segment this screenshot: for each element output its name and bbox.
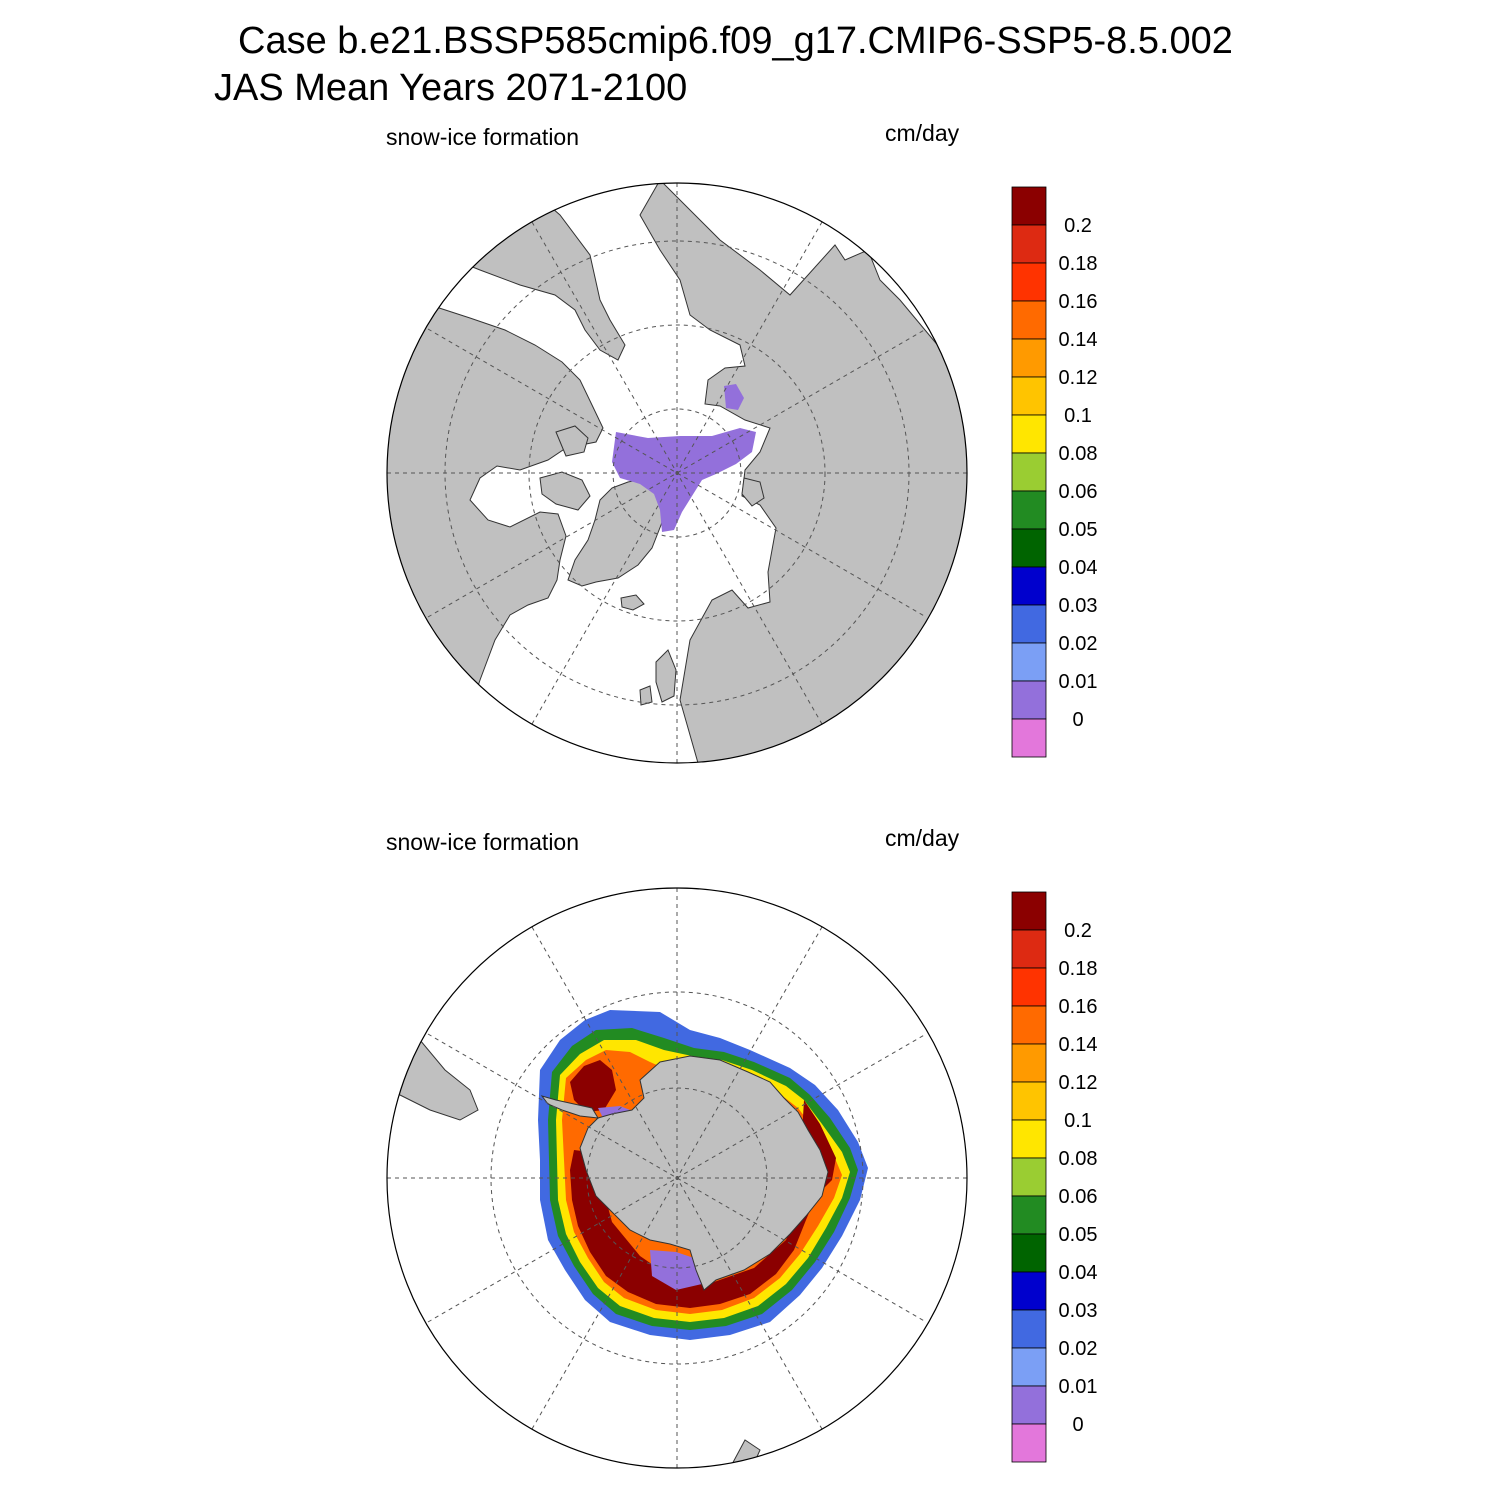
north-colorbar-box-11 (1011, 300, 1047, 340)
south-graticule (387, 888, 967, 1468)
south-colorbar-label: 0.03 (1059, 1300, 1098, 1322)
south-colorbar-box-3 (1011, 1309, 1047, 1349)
south-colorbar-label: 0.04 (1059, 1262, 1098, 1284)
barents-snow-ice-patch (724, 384, 744, 410)
british-isles (639, 649, 677, 706)
north-colorbar-box-3 (1011, 604, 1047, 644)
south-colorbar-label: 0.05 (1059, 1224, 1098, 1246)
north-colorbar-box-12 (1011, 262, 1047, 302)
north-graticule (387, 183, 967, 763)
south-colorbar-label: 0.02 (1059, 1338, 1098, 1360)
south-colorbar-label: 0.2 (1064, 920, 1092, 942)
north-colorbar-label: 0.05 (1059, 519, 1098, 541)
south-colorbar-box-13 (1011, 929, 1047, 969)
north-colorbar-box-0 (1011, 718, 1047, 758)
south-colorbar-box-6 (1011, 1195, 1047, 1235)
southern-ocean-core-high (570, 1060, 836, 1308)
south-colorbar-box-7 (1011, 1157, 1047, 1197)
north-colorbar-label: 0.06 (1059, 481, 1098, 503)
north-colorbar-label: 0.16 (1059, 291, 1098, 313)
north-colorbar-label: 0.04 (1059, 557, 1098, 579)
south-colorbar-box-2 (1011, 1347, 1047, 1387)
north-colorbar-label: 0.14 (1059, 329, 1098, 351)
north-colorbar-box-10 (1011, 338, 1047, 378)
north-colorbar-label: 0.02 (1059, 633, 1098, 655)
north-panel-variable: snow-ice formation (386, 124, 580, 150)
north-colorbar-label: 0.01 (1059, 671, 1098, 693)
canadian-arctic-islands (555, 425, 589, 457)
north-colorbar-label: 0.12 (1059, 367, 1098, 389)
south-colorbar-label: 0.1 (1064, 1110, 1092, 1132)
south-colorbar-box-11 (1011, 1005, 1047, 1045)
north-colorbar-label: 0.2 (1064, 215, 1092, 237)
antarctica-landmass (579, 1055, 829, 1291)
south-colorbar-box-12 (1011, 967, 1047, 1007)
svalbard-island (741, 477, 765, 507)
ross-low-patch (650, 1250, 702, 1290)
south-colorbar-label: 0.16 (1059, 996, 1098, 1018)
north-colorbar-label: 0.18 (1059, 253, 1098, 275)
south-colorbar-box-9 (1011, 1081, 1047, 1121)
south-colorbar-box-14 (1011, 891, 1047, 931)
south-colorbar-box-1 (1011, 1385, 1047, 1425)
south-map-border (386, 887, 968, 1469)
north-colorbar-box-2 (1011, 642, 1047, 682)
north-colorbar-box-1 (1011, 680, 1047, 720)
south-colorbar-label: 0.18 (1059, 958, 1098, 980)
north-colorbar-box-7 (1011, 452, 1047, 492)
north-colorbar-box-13 (1011, 224, 1047, 264)
iceland-island (620, 594, 645, 611)
north-colorbar-box-6 (1011, 490, 1047, 530)
south-panel-units: cm/day (885, 825, 960, 851)
north-colorbar-box-8 (1011, 414, 1047, 454)
north-colorbar-label: 0.03 (1059, 595, 1098, 617)
south-colorbar-box-10 (1011, 1043, 1047, 1083)
north-colorbar-box-5 (1011, 528, 1047, 568)
south-colorbar-label: 0.08 (1059, 1148, 1098, 1170)
south-colorbar-box-0 (1011, 1423, 1047, 1463)
south-colorbar-label: 0.12 (1059, 1072, 1098, 1094)
north-colorbar-box-9 (1011, 376, 1047, 416)
south-colorbar-label: 0.01 (1059, 1376, 1098, 1398)
south-colorbar-box-5 (1011, 1233, 1047, 1273)
north-panel-units: cm/day (885, 120, 960, 146)
south-colorbar-box-8 (1011, 1119, 1047, 1159)
figure-title-line1: Case b.e21.BSSP585cmip6.f09_g17.CMIP6-SS… (238, 20, 1233, 62)
north-polar-map (386, 182, 968, 764)
south-panel-variable: snow-ice formation (386, 829, 580, 855)
figure-title-line2: JAS Mean Years 2071-2100 (214, 67, 688, 109)
south-polar-map (386, 887, 968, 1469)
north-colorbar: 0 0.01 0.02 0.03 0.04 0.05 0.06 0.08 0.1 0.12 0.14… (1011, 186, 1098, 758)
south-colorbar-box-4 (1011, 1271, 1047, 1311)
south-colorbar-label: 0.14 (1059, 1034, 1098, 1056)
north-colorbar-label: 0.08 (1059, 443, 1098, 465)
antarctic-peninsula (540, 1095, 599, 1119)
south-colorbar: 0 0.01 0.02 0.03 0.04 0.05 0.06 0.08 0.1 0.12 0.14… (1011, 891, 1098, 1463)
arctic-snow-ice-field (612, 428, 756, 532)
south-colorbar-label: 0 (1072, 1414, 1083, 1436)
eurasia-landmass (639, 183, 967, 763)
north-colorbar-box-4 (1011, 566, 1047, 606)
north-colorbar-box-14 (1011, 186, 1047, 226)
north-colorbar-label: 0 (1072, 709, 1083, 731)
north-map-border (386, 182, 968, 764)
south-colorbar-label: 0.06 (1059, 1186, 1098, 1208)
north-colorbar-label: 0.1 (1064, 405, 1092, 427)
